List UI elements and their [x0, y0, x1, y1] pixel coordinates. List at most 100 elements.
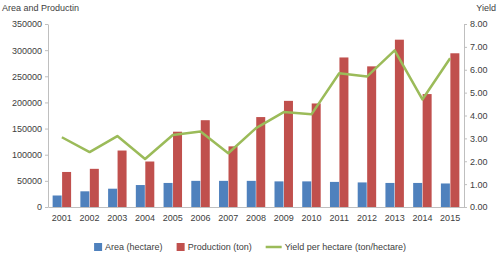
tick: 2008	[246, 207, 266, 223]
tick-label: 200000	[12, 98, 42, 108]
tick: 2007	[218, 207, 238, 223]
tick-mark	[45, 155, 48, 156]
bar	[191, 181, 200, 207]
y-axis: 0 50000 100000 150000 200000 250000 300000 3500…	[12, 19, 49, 212]
tick-mark	[464, 24, 467, 25]
axis-line	[49, 207, 465, 208]
tick: 8.00	[464, 19, 488, 29]
tick-label: 2007	[218, 213, 238, 223]
tick: 200000	[12, 98, 48, 108]
tick: 2012	[357, 207, 377, 223]
tick: 2013	[385, 207, 405, 223]
tick-label: 2008	[246, 213, 266, 223]
y-axis-title: Area and Productin	[2, 3, 79, 13]
tick: 2001	[52, 207, 72, 223]
legend-item: Yield per hectare (ton/hectare)	[266, 242, 406, 252]
legend: Area (hectare)Production (ton)Yield per …	[94, 242, 406, 252]
bar-series	[62, 40, 459, 207]
tick-label: 350000	[12, 19, 42, 29]
marks	[53, 40, 460, 207]
tick: 2010	[301, 207, 321, 223]
tick-mark	[45, 129, 48, 130]
tick-mark	[45, 207, 48, 208]
bar	[312, 103, 321, 207]
tick-label: 2006	[191, 213, 211, 223]
tick: 4.00	[464, 111, 488, 121]
tick: 2014	[412, 207, 432, 223]
tick: 1.00	[464, 180, 488, 190]
tick-label: 2004	[135, 213, 155, 223]
bar	[358, 182, 367, 207]
tick-label: 2009	[274, 213, 294, 223]
tick-label: 0	[37, 202, 42, 212]
chart: 0 50000 100000 150000 200000 250000 300000 3500…	[0, 0, 500, 262]
tick: 50000	[17, 176, 48, 186]
bar	[423, 94, 432, 207]
tick: 5.00	[464, 88, 488, 98]
tick-label: 100000	[12, 150, 42, 160]
bar	[219, 181, 228, 207]
plot: 0 50000 100000 150000 200000 250000 300000 3500…	[12, 19, 488, 222]
legend-label: Yield per hectare (ton/hectare)	[285, 242, 406, 252]
tick: 0.00	[464, 202, 488, 212]
bar	[367, 66, 376, 207]
legend-swatch	[266, 246, 282, 249]
tick-label: 6.00	[470, 65, 488, 75]
tick-label: 2003	[107, 213, 127, 223]
bar	[339, 57, 348, 207]
tick-label: 2013	[385, 213, 405, 223]
bar	[90, 169, 99, 207]
bar	[284, 101, 293, 207]
tick: 7.00	[464, 42, 488, 52]
tick-label: 5.00	[470, 88, 488, 98]
tick-mark	[464, 70, 467, 71]
bar	[330, 182, 339, 207]
bar	[164, 183, 173, 207]
bar	[80, 191, 89, 207]
tick: 150000	[12, 124, 48, 134]
tick-mark	[464, 184, 467, 185]
tick-label: 2012	[357, 213, 377, 223]
tick: 100000	[12, 150, 48, 160]
tick: 3.00	[464, 134, 488, 144]
bar	[118, 151, 127, 207]
tick-mark	[464, 116, 467, 117]
y2-axis-title: Yield	[476, 3, 496, 13]
legend-swatch	[94, 243, 102, 251]
tick: 2005	[163, 207, 183, 223]
tick-label: 50000	[17, 176, 42, 186]
tick: 2009	[274, 207, 294, 223]
tick-label: 2015	[440, 213, 460, 223]
bar	[145, 162, 154, 207]
legend-swatch	[177, 243, 185, 251]
bar	[53, 195, 62, 207]
tick-mark	[45, 50, 48, 51]
tick-label: 2010	[301, 213, 321, 223]
y2-axis: 0.00 1.00 2.00 3.00 4.00 5.00 6.00 7.00 8.00	[464, 19, 488, 212]
bar	[247, 181, 256, 207]
bar	[62, 172, 71, 207]
tick-label: 300000	[12, 46, 42, 56]
bar	[302, 181, 311, 207]
bar	[108, 189, 117, 207]
tick-label: 250000	[12, 72, 42, 82]
tick-label: 150000	[12, 124, 42, 134]
legend-label: Area (hectare)	[105, 242, 163, 252]
bar	[450, 53, 459, 207]
tick: 300000	[12, 46, 48, 56]
line	[62, 50, 450, 159]
tick-label: 2.00	[470, 157, 488, 167]
tick-label: 3.00	[470, 134, 488, 144]
tick-mark	[464, 161, 467, 162]
tick-mark	[45, 76, 48, 77]
tick-mark	[45, 24, 48, 25]
tick: 2.00	[464, 157, 488, 167]
tick: 2011	[330, 207, 349, 223]
tick-label: 2002	[80, 213, 100, 223]
tick-label: 2001	[52, 213, 72, 223]
tick-label: 2011	[330, 213, 349, 223]
bar	[229, 146, 238, 207]
tick: 250000	[12, 72, 48, 82]
tick: 2003	[107, 207, 127, 223]
tick-mark	[464, 93, 467, 94]
